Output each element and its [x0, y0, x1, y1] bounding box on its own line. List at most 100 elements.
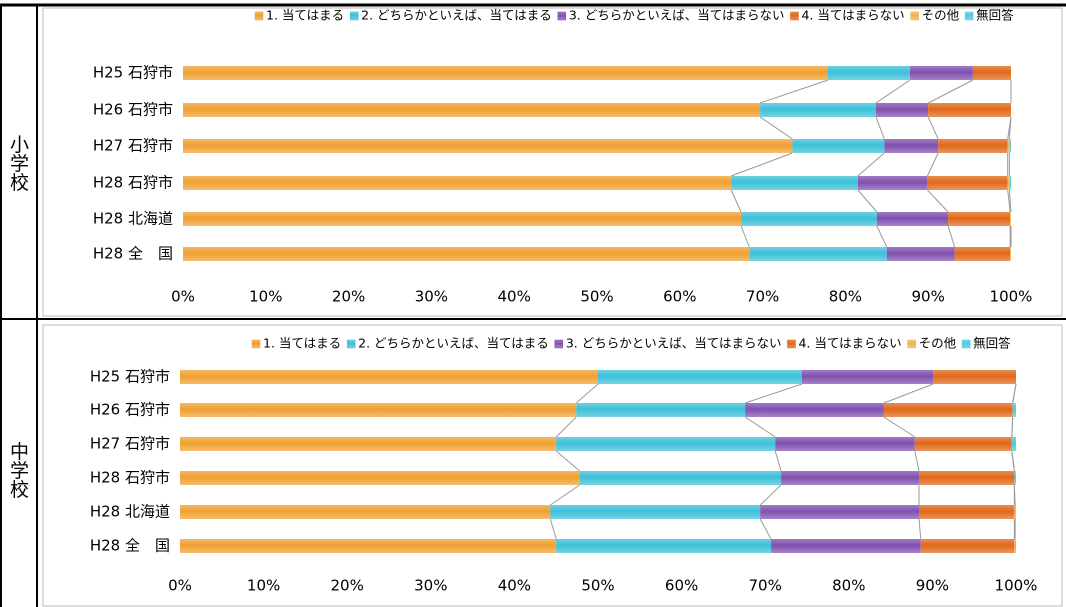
bar-segment	[760, 505, 920, 519]
series-line	[1007, 189, 1011, 213]
legend-swatch	[251, 339, 261, 349]
x-tick-label: 60%	[665, 577, 698, 595]
series-line	[759, 484, 782, 506]
legend-swatch	[907, 339, 916, 349]
bar-segment	[919, 505, 1015, 519]
legend-swatch	[346, 339, 356, 349]
series-line	[1011, 450, 1015, 472]
bar-segment	[1014, 471, 1016, 485]
series-line	[1013, 484, 1016, 506]
y-tick-label: H27 石狩市	[90, 435, 170, 453]
x-tick-label: 60%	[663, 288, 696, 306]
bar-segment	[180, 471, 580, 485]
y-tick-label: H28 石狩市	[90, 469, 170, 487]
bar-segment	[1014, 505, 1016, 519]
bar-segment	[183, 139, 793, 153]
x-tick-label: 80%	[832, 577, 865, 595]
series-line	[883, 383, 934, 404]
bar-segment	[876, 212, 949, 226]
x-tick-label: 70%	[749, 577, 782, 595]
series-line	[555, 450, 580, 472]
group-label: 中学校	[7, 441, 29, 498]
y-tick-label: H28 全 国	[93, 245, 173, 263]
chart-frame	[42, 7, 1063, 317]
legend-label: 3. どちらかといえば、当てはまらない	[566, 336, 782, 351]
series-line	[857, 189, 878, 213]
bar-segment	[745, 403, 884, 417]
y-tick-label: H28 全 国	[90, 537, 170, 555]
bar-segment	[183, 247, 750, 261]
bar-segment	[731, 176, 858, 190]
bar-segment	[884, 139, 939, 153]
bar-segment	[1007, 139, 1010, 153]
x-tick-label: 10%	[249, 288, 282, 306]
series-line	[744, 416, 776, 438]
y-tick-label: H27 石狩市	[93, 137, 173, 155]
bar-segment	[883, 403, 1013, 417]
bar-segment	[928, 103, 1011, 117]
bar-segment	[550, 505, 761, 519]
series-line	[555, 416, 577, 438]
bar-segment	[933, 370, 1016, 384]
series-line	[927, 116, 939, 140]
bar-segment	[972, 66, 1011, 80]
bar-segment	[180, 403, 577, 417]
legend-label: 4. 当てはまらない	[801, 8, 904, 23]
x-tick-label: 0%	[171, 288, 195, 306]
legend-label: 1. 当てはまる	[266, 8, 344, 23]
bar-segment	[771, 539, 921, 553]
y-tick-label: H25 石狩市	[93, 64, 173, 82]
x-tick-label: 100%	[990, 288, 1033, 306]
bar-segment	[909, 66, 973, 80]
bar-segment	[920, 539, 1015, 553]
series-line	[875, 79, 911, 104]
x-tick-label: 20%	[331, 577, 364, 595]
series-line	[730, 189, 742, 213]
legend-swatch	[910, 11, 919, 21]
y-tick-label: H28 石狩市	[93, 174, 173, 192]
bar-segment	[1009, 176, 1011, 190]
series-line	[918, 518, 922, 540]
bar-segment	[1015, 505, 1016, 519]
legend-label: その他	[922, 8, 960, 23]
legend-label: 4. 当てはまらない	[798, 336, 901, 351]
series-line	[875, 116, 885, 140]
bar-segment	[749, 247, 887, 261]
series-line	[759, 518, 772, 540]
x-tick-label: 90%	[916, 577, 949, 595]
y-tick-label: H25 石狩市	[90, 368, 170, 386]
bar-segment	[760, 103, 877, 117]
bar-segment	[1007, 176, 1010, 190]
x-tick-label: 30%	[415, 288, 448, 306]
legend-swatch	[557, 11, 567, 21]
legend-label: その他	[919, 336, 957, 351]
bar-segment	[180, 437, 557, 451]
x-tick-label: 20%	[332, 288, 365, 306]
bar-segment	[927, 176, 1008, 190]
series-line	[1008, 189, 1012, 213]
legend-swatch	[964, 11, 974, 21]
series-line	[914, 450, 920, 472]
legend-swatch	[961, 339, 971, 349]
legend-label: 2. どちらかといえば、当てはまる	[361, 8, 552, 23]
x-tick-label: 10%	[247, 577, 280, 595]
series-line	[575, 383, 599, 404]
bar-segment	[1014, 539, 1016, 553]
legend-swatch	[554, 339, 564, 349]
bar-segment	[914, 437, 1012, 451]
bar-segment	[1015, 539, 1016, 553]
chart-frame	[42, 324, 1063, 607]
x-tick-label: 50%	[581, 577, 614, 595]
y-tick-label: H26 石狩市	[90, 401, 170, 419]
bar-segment	[180, 505, 551, 519]
series-line	[857, 152, 885, 177]
bar-segment	[775, 437, 915, 451]
bar-segment	[1011, 437, 1016, 451]
x-tick-label: 30%	[414, 577, 447, 595]
x-tick-label: 0%	[168, 577, 192, 595]
bar-segment	[876, 103, 929, 117]
x-tick-label: 40%	[498, 577, 531, 595]
bar-segment	[579, 471, 782, 485]
bar-segment	[556, 539, 772, 553]
legend-swatch	[349, 11, 359, 21]
